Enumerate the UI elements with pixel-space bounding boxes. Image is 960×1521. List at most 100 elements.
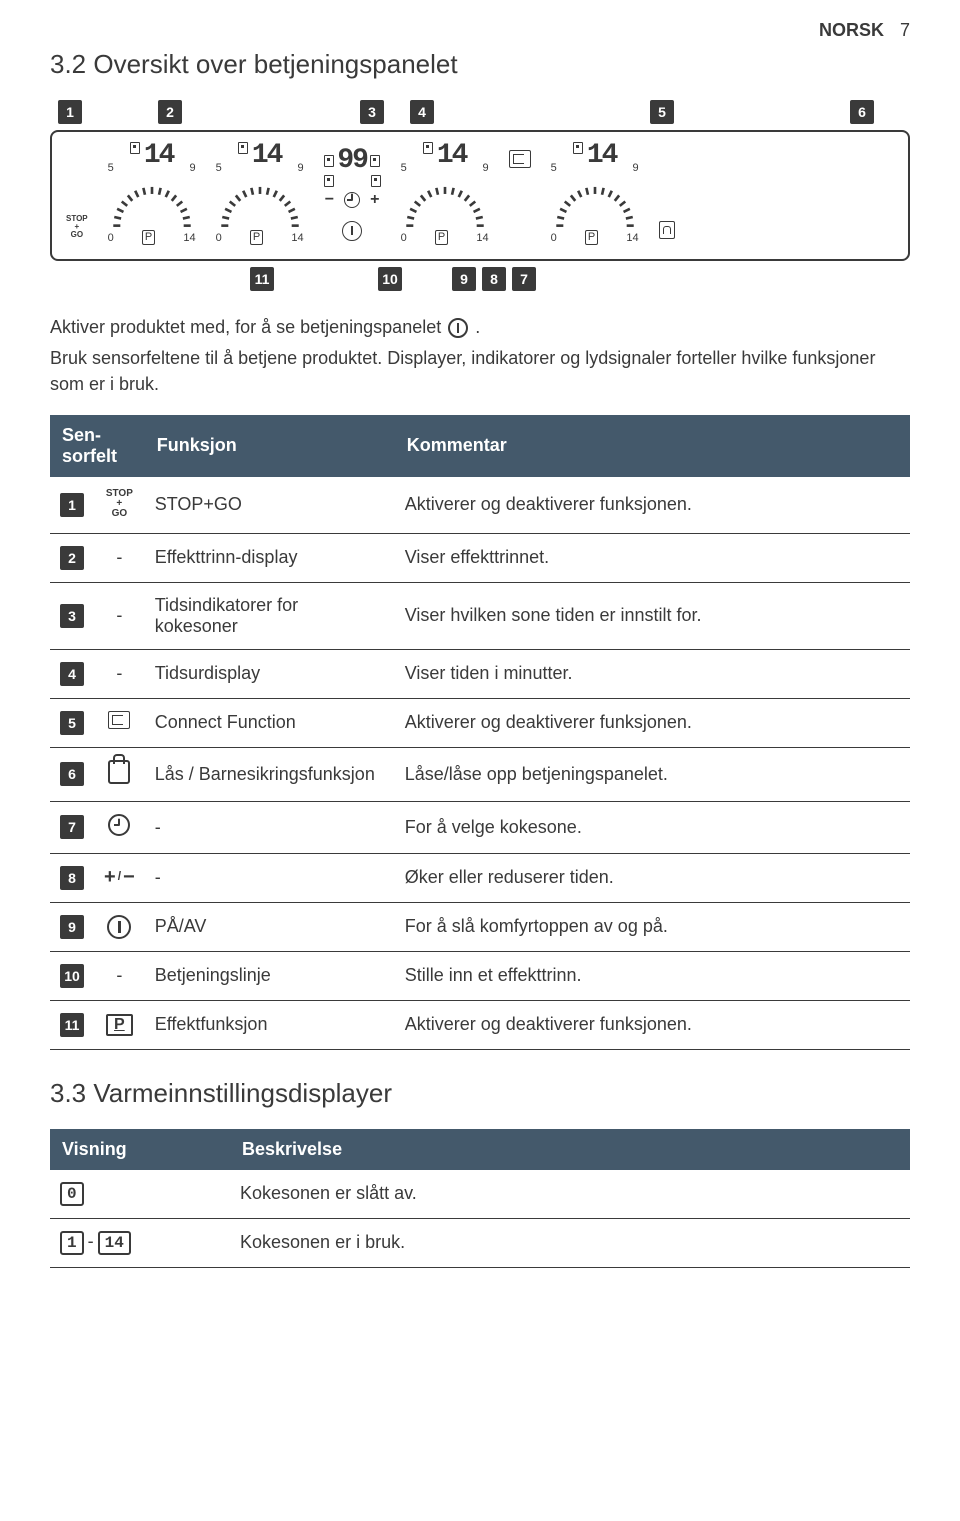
dial-max: 9 [483,162,489,174]
clock-icon[interactable] [344,192,360,208]
cooking-zone-2: 14590P14 [216,142,304,245]
function-comment: Aktiverer og deaktiverer funksjonen. [395,698,910,747]
intro-line-2: Bruk sensorfeltene til å betjene produkt… [50,346,910,396]
function-comment: Stille inn et effekttrinn. [395,951,910,1000]
zone-indicator-dot [573,142,583,154]
dial-min: 5 [108,162,114,174]
clock-icon [108,814,130,836]
dial-under-right: 14 [291,232,303,244]
dial-max: 9 [298,162,304,174]
function-name: - [145,801,395,853]
segment-glyph: 0 [60,1182,84,1206]
zone-indicator-dot [238,142,248,154]
function-comment: Viser hvilken sone tiden er innstilt for… [395,582,910,649]
stopgo-icon: STOP+GO [106,489,133,519]
row-number-badge: 5 [60,711,84,735]
function-row: 6 Lås / BarnesikringsfunksjonLåse/låse op… [50,747,910,801]
display-table: Visning Beskrivelse 0 Kokesonen er slått … [50,1129,910,1268]
row-number-badge: 7 [60,815,84,839]
p-icon: P [435,230,448,245]
power-dial[interactable] [216,174,304,228]
intro-line-1: Aktiver produktet med, for å se betjenin… [50,315,910,340]
dial-under-right: 14 [183,232,195,244]
function-row: 4-TidsurdisplayViser tiden i minutter. [50,649,910,698]
callout-3: 3 [360,100,384,124]
function-row: 1STOP+GOSTOP+GOAktiverer og deaktiverer … [50,477,910,534]
function-name: Connect Function [145,698,395,747]
callout-9: 9 [452,267,476,291]
row-number-badge: 11 [60,1013,84,1037]
function-table: Sen-sorfelt Funksjon Kommentar 1STOP+GOS… [50,415,910,1050]
function-name: Lås / Barnesikringsfunksjon [145,747,395,801]
dial-min: 5 [551,162,557,174]
lock-icon [108,760,130,784]
header-page-number: 7 [900,20,910,41]
dial-under-left: 0 [551,232,557,244]
display-glyph-cell: 1-14 [50,1218,230,1267]
stopgo-label: STOP+GO [66,215,88,239]
callout-7: 7 [512,267,536,291]
timer-dot-right [370,155,380,167]
dial-under-right: 14 [626,232,638,244]
display-row: 1-14Kokesonen er i bruk. [50,1218,910,1267]
control-panel-frame: STOP+GO14590P1414590P1499−+14590P1414590… [50,130,910,261]
row-number-badge: 4 [60,662,84,686]
dial-under-left: 0 [401,232,407,244]
minus-button[interactable]: − [325,191,334,209]
row-number-badge: 6 [60,762,84,786]
callout-6: 6 [850,100,874,124]
function-row: 2-Effekttrinn-displayViser effekttrinnet… [50,533,910,582]
intro-line-1-suffix: . [475,317,480,337]
function-name: Tidsurdisplay [145,649,395,698]
connect-icon [108,711,130,729]
function-table-head-sensor: Sen-sorfelt [50,415,145,477]
function-comment: Viser tiden i minutter. [395,649,910,698]
plus-button[interactable]: + [370,191,379,209]
row-number-badge: 10 [60,964,84,988]
function-row: 10-BetjeningslinjeStille inn et effekttr… [50,951,910,1000]
power-button[interactable] [342,221,362,241]
dial-under-left: 0 [108,232,114,244]
row-number-badge: 8 [60,866,84,890]
display-description: Kokesonen er slått av. [230,1170,910,1219]
function-table-head-function: Funksjon [145,415,395,477]
function-table-head-comment: Kommentar [395,415,910,477]
function-name: - [145,853,395,902]
display-row: 0 Kokesonen er slått av. [50,1170,910,1219]
lock-icon [659,221,675,239]
function-name: Effekttrinn-display [145,533,395,582]
header-language: NORSK [819,20,884,41]
function-row: 5 Connect FunctionAktiverer og deaktivere… [50,698,910,747]
display-table-head-desc: Beskrivelse [230,1129,910,1170]
p-icon: P [142,230,155,245]
function-name: Tidsindikatorer for kokesoner [145,582,395,649]
power-dial[interactable] [401,174,489,228]
function-row: 9PÅ/AVFor å slå komfyrtoppen av og på. [50,902,910,951]
segment-glyph: 14 [98,1231,131,1255]
function-comment: Viser effekttrinnet. [395,533,910,582]
function-comment: Aktiverer og deaktiverer funksjonen. [395,1000,910,1049]
function-name: STOP+GO [145,477,395,534]
no-icon: - [116,965,122,985]
row-number-badge: 3 [60,604,84,628]
callout-5: 5 [650,100,674,124]
callout-1: 1 [58,100,82,124]
no-icon: - [116,547,122,567]
dial-max: 9 [633,162,639,174]
dial-max: 9 [190,162,196,174]
callout-4: 4 [410,100,434,124]
function-comment: Låse/låse opp betjeningspanelet. [395,747,910,801]
callout-11: 11 [250,267,274,291]
display-table-head-view: Visning [50,1129,230,1170]
zone-indicator-dot [423,142,433,154]
timer-dot-bl [324,175,334,187]
power-dial[interactable] [108,174,196,228]
cooking-zone-3: 14590P14 [401,142,489,245]
section-title-panel-overview: 3.2 Oversikt over betjeningspanelet [50,49,910,80]
function-row: 11PEffektfunksjonAktiverer og deaktivere… [50,1000,910,1049]
power-dial[interactable] [551,174,639,228]
dial-under-right: 14 [476,232,488,244]
top-callout-row: 123456 [50,100,910,130]
function-comment: For å slå komfyrtoppen av og på. [395,902,910,951]
p-icon: P [250,230,263,245]
